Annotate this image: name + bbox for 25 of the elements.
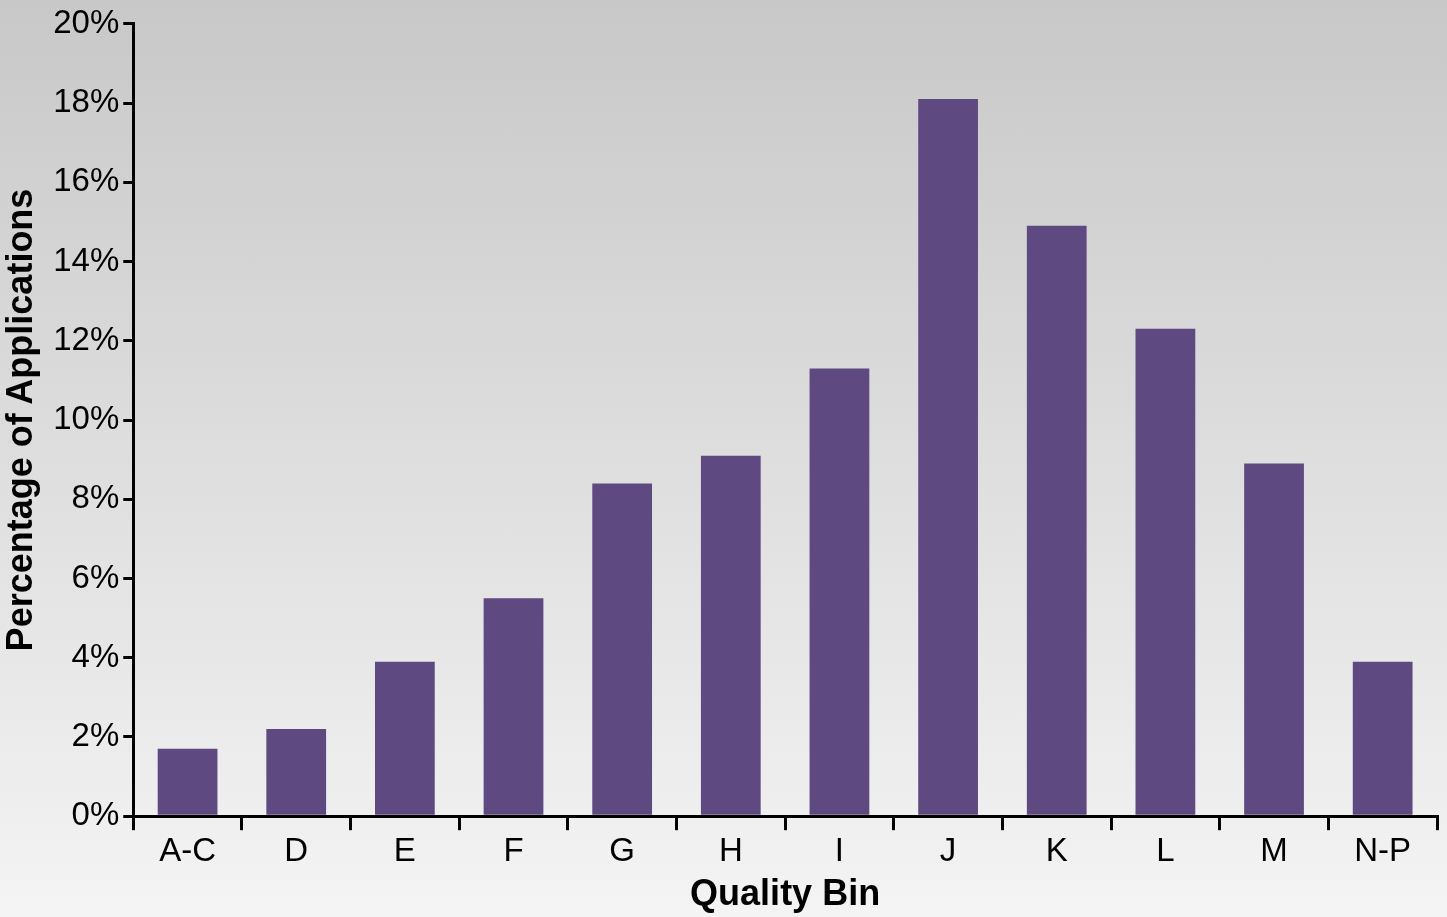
- x-axis-title: Quality Bin: [690, 872, 881, 914]
- y-tick-label: 2%: [71, 716, 120, 754]
- x-tick-label: M: [1260, 831, 1288, 869]
- x-tick-label: I: [834, 831, 845, 869]
- y-tick-label: 18%: [53, 82, 120, 120]
- y-tick-label: 0%: [71, 795, 120, 833]
- x-tick-label: F: [503, 831, 524, 869]
- x-tick-label: G: [609, 831, 635, 869]
- y-tick-label: 20%: [53, 2, 120, 40]
- y-tick-label: 10%: [53, 399, 120, 437]
- y-tick-label: 6%: [71, 557, 120, 595]
- x-tick-label: H: [718, 831, 743, 869]
- x-tick-label: L: [1156, 831, 1175, 869]
- x-tick-label: N-P: [1354, 831, 1412, 869]
- y-tick-label: 16%: [53, 161, 120, 199]
- y-axis-title: Percentage of Applications: [0, 188, 40, 652]
- y-tick-label: 8%: [71, 478, 120, 516]
- x-tick-label: J: [939, 831, 957, 869]
- x-tick-label: D: [284, 831, 309, 869]
- x-tick-label: A-C: [159, 831, 216, 869]
- y-tick-label: 4%: [71, 636, 120, 674]
- y-tick-label: 14%: [53, 240, 120, 278]
- x-tick-label: K: [1045, 831, 1068, 869]
- y-tick-label: 12%: [53, 319, 120, 357]
- x-tick-label: E: [393, 831, 416, 869]
